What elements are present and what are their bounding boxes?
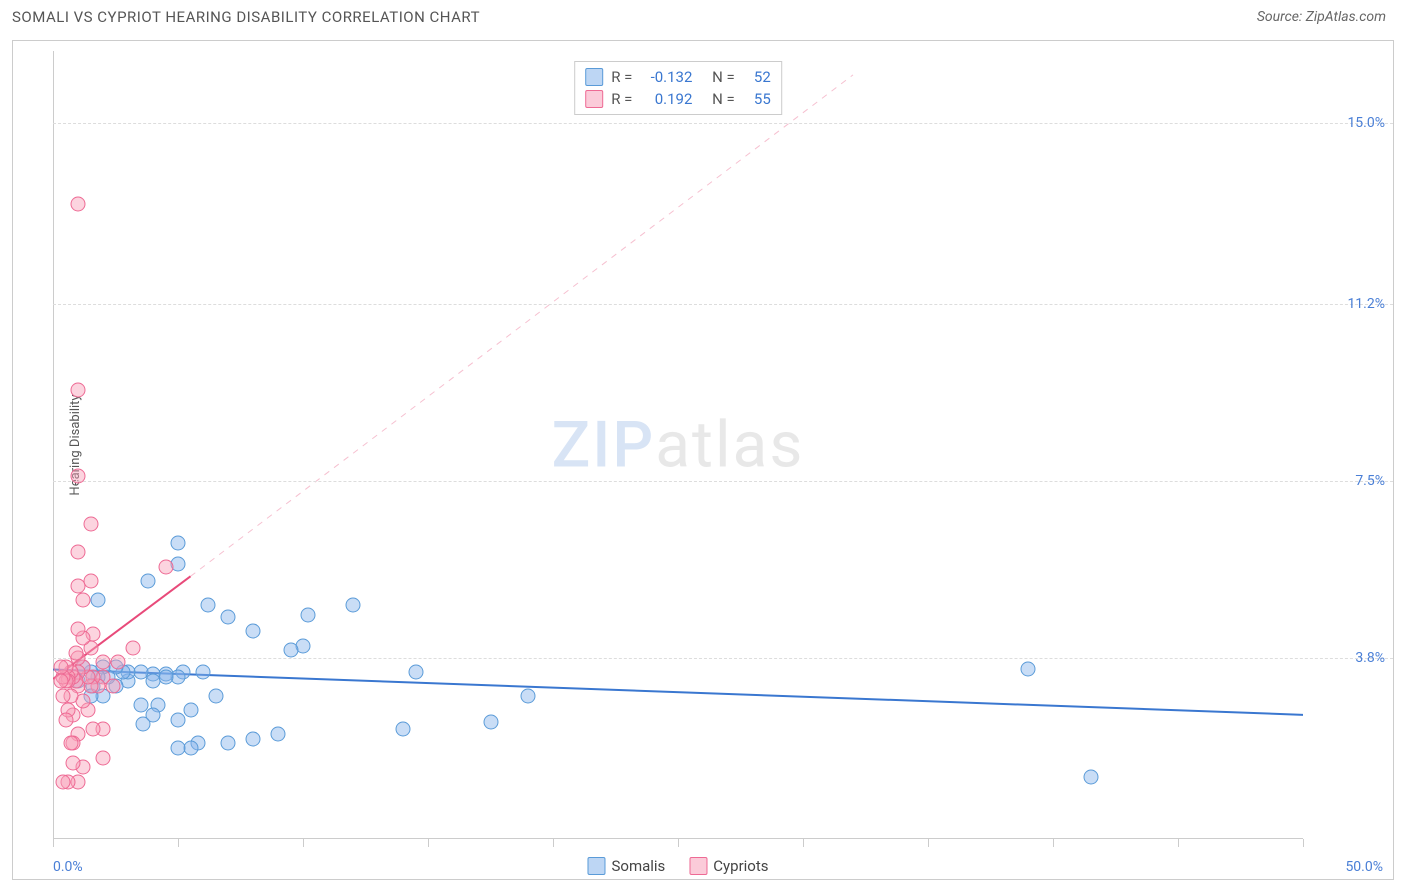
x-tick xyxy=(553,839,554,847)
point-somalis xyxy=(271,726,286,741)
point-cypriots xyxy=(56,774,71,789)
gridline-horizontal xyxy=(53,304,1393,305)
point-somalis xyxy=(396,722,411,737)
point-somalis xyxy=(146,674,161,689)
gridline-horizontal xyxy=(53,123,1393,124)
point-somalis xyxy=(171,535,186,550)
point-cypriots xyxy=(111,655,126,670)
legend-label-cypriots: Cypriots xyxy=(713,857,768,875)
gridline-horizontal xyxy=(53,658,1393,659)
point-somalis xyxy=(1083,769,1098,784)
x-tick xyxy=(303,839,304,847)
x-tick xyxy=(1303,839,1304,847)
stat-r-label: R = xyxy=(611,68,632,86)
point-cypriots xyxy=(66,755,81,770)
stats-row-cypriots: R = 0.192 N = 55 xyxy=(585,88,771,110)
x-tick xyxy=(678,839,679,847)
stat-n-label: N = xyxy=(712,90,735,108)
x-tick xyxy=(53,839,54,847)
point-somalis xyxy=(171,712,186,727)
chart-container: Hearing Disability ZIPatlas R = -0.132 N… xyxy=(12,40,1394,880)
point-somalis xyxy=(283,643,298,658)
point-cypriots xyxy=(83,574,98,589)
point-cypriots xyxy=(126,640,141,655)
point-somalis xyxy=(171,741,186,756)
swatch-pink-icon xyxy=(689,857,707,875)
point-cypriots xyxy=(96,750,111,765)
point-cypriots xyxy=(158,559,173,574)
point-somalis xyxy=(183,703,198,718)
swatch-blue-icon xyxy=(587,857,605,875)
point-somalis xyxy=(301,607,316,622)
y-tick-label: 7.5% xyxy=(1355,473,1385,489)
point-cypriots xyxy=(71,621,86,636)
x-tick xyxy=(428,839,429,847)
x-tick xyxy=(928,839,929,847)
y-tick-label: 11.2% xyxy=(1347,296,1385,312)
stats-row-somalis: R = -0.132 N = 52 xyxy=(585,66,771,88)
legend-item-somalis: Somalis xyxy=(587,857,665,875)
legend-item-cypriots: Cypriots xyxy=(689,857,768,875)
point-somalis xyxy=(196,664,211,679)
point-somalis xyxy=(221,609,236,624)
y-axis-line xyxy=(53,51,54,839)
header: SOMALI VS CYPRIOT HEARING DISABILITY COR… xyxy=(0,0,1406,34)
point-somalis xyxy=(136,717,151,732)
y-tick-label: 15.0% xyxy=(1347,115,1385,131)
x-tick xyxy=(1053,839,1054,847)
point-cypriots xyxy=(68,645,83,660)
x-tick xyxy=(178,839,179,847)
trend-lines xyxy=(53,51,1303,839)
source-credit: Source: ZipAtlas.com xyxy=(1257,9,1386,25)
legend: Somalis Cypriots xyxy=(587,857,768,875)
point-cypriots xyxy=(96,655,111,670)
point-somalis xyxy=(246,624,261,639)
point-cypriots xyxy=(83,516,98,531)
stats-box: R = -0.132 N = 52 R = 0.192 N = 55 xyxy=(574,61,782,115)
watermark: ZIPatlas xyxy=(552,408,805,483)
gridline-horizontal xyxy=(53,481,1393,482)
point-somalis xyxy=(208,688,223,703)
x-axis-max-label: 50.0% xyxy=(1345,859,1383,875)
point-cypriots xyxy=(71,545,86,560)
point-cypriots xyxy=(71,383,86,398)
point-somalis xyxy=(346,597,361,612)
point-cypriots xyxy=(63,736,78,751)
x-tick xyxy=(803,839,804,847)
watermark-zip: ZIP xyxy=(552,408,656,483)
point-cypriots xyxy=(58,712,73,727)
stat-r-value-cypriots: 0.192 xyxy=(640,90,692,108)
point-somalis xyxy=(1021,662,1036,677)
point-cypriots xyxy=(53,660,68,675)
point-somalis xyxy=(408,664,423,679)
watermark-atlas: atlas xyxy=(655,408,804,483)
stat-n-value-somalis: 52 xyxy=(743,68,771,86)
legend-label-somalis: Somalis xyxy=(611,857,665,875)
x-tick xyxy=(1178,839,1179,847)
point-cypriots xyxy=(86,722,101,737)
swatch-pink-icon xyxy=(585,90,603,108)
plot-area: Hearing Disability ZIPatlas R = -0.132 N… xyxy=(53,51,1303,839)
stat-n-value-cypriots: 55 xyxy=(743,90,771,108)
point-somalis xyxy=(246,731,261,746)
point-cypriots xyxy=(56,688,71,703)
point-somalis xyxy=(201,597,216,612)
point-somalis xyxy=(483,714,498,729)
point-cypriots xyxy=(53,674,68,689)
stat-r-label: R = xyxy=(611,90,632,108)
swatch-blue-icon xyxy=(585,68,603,86)
point-somalis xyxy=(133,698,148,713)
point-somalis xyxy=(221,736,236,751)
point-cypriots xyxy=(71,469,86,484)
stat-r-value-somalis: -0.132 xyxy=(640,68,692,86)
stat-n-label: N = xyxy=(712,68,735,86)
x-axis-min-label: 0.0% xyxy=(53,859,83,875)
point-somalis xyxy=(521,688,536,703)
point-somalis xyxy=(141,574,156,589)
point-cypriots xyxy=(71,196,86,211)
y-tick-label: 3.8% xyxy=(1355,650,1385,666)
chart-title: SOMALI VS CYPRIOT HEARING DISABILITY COR… xyxy=(12,8,480,26)
point-somalis xyxy=(91,593,106,608)
point-cypriots xyxy=(76,593,91,608)
